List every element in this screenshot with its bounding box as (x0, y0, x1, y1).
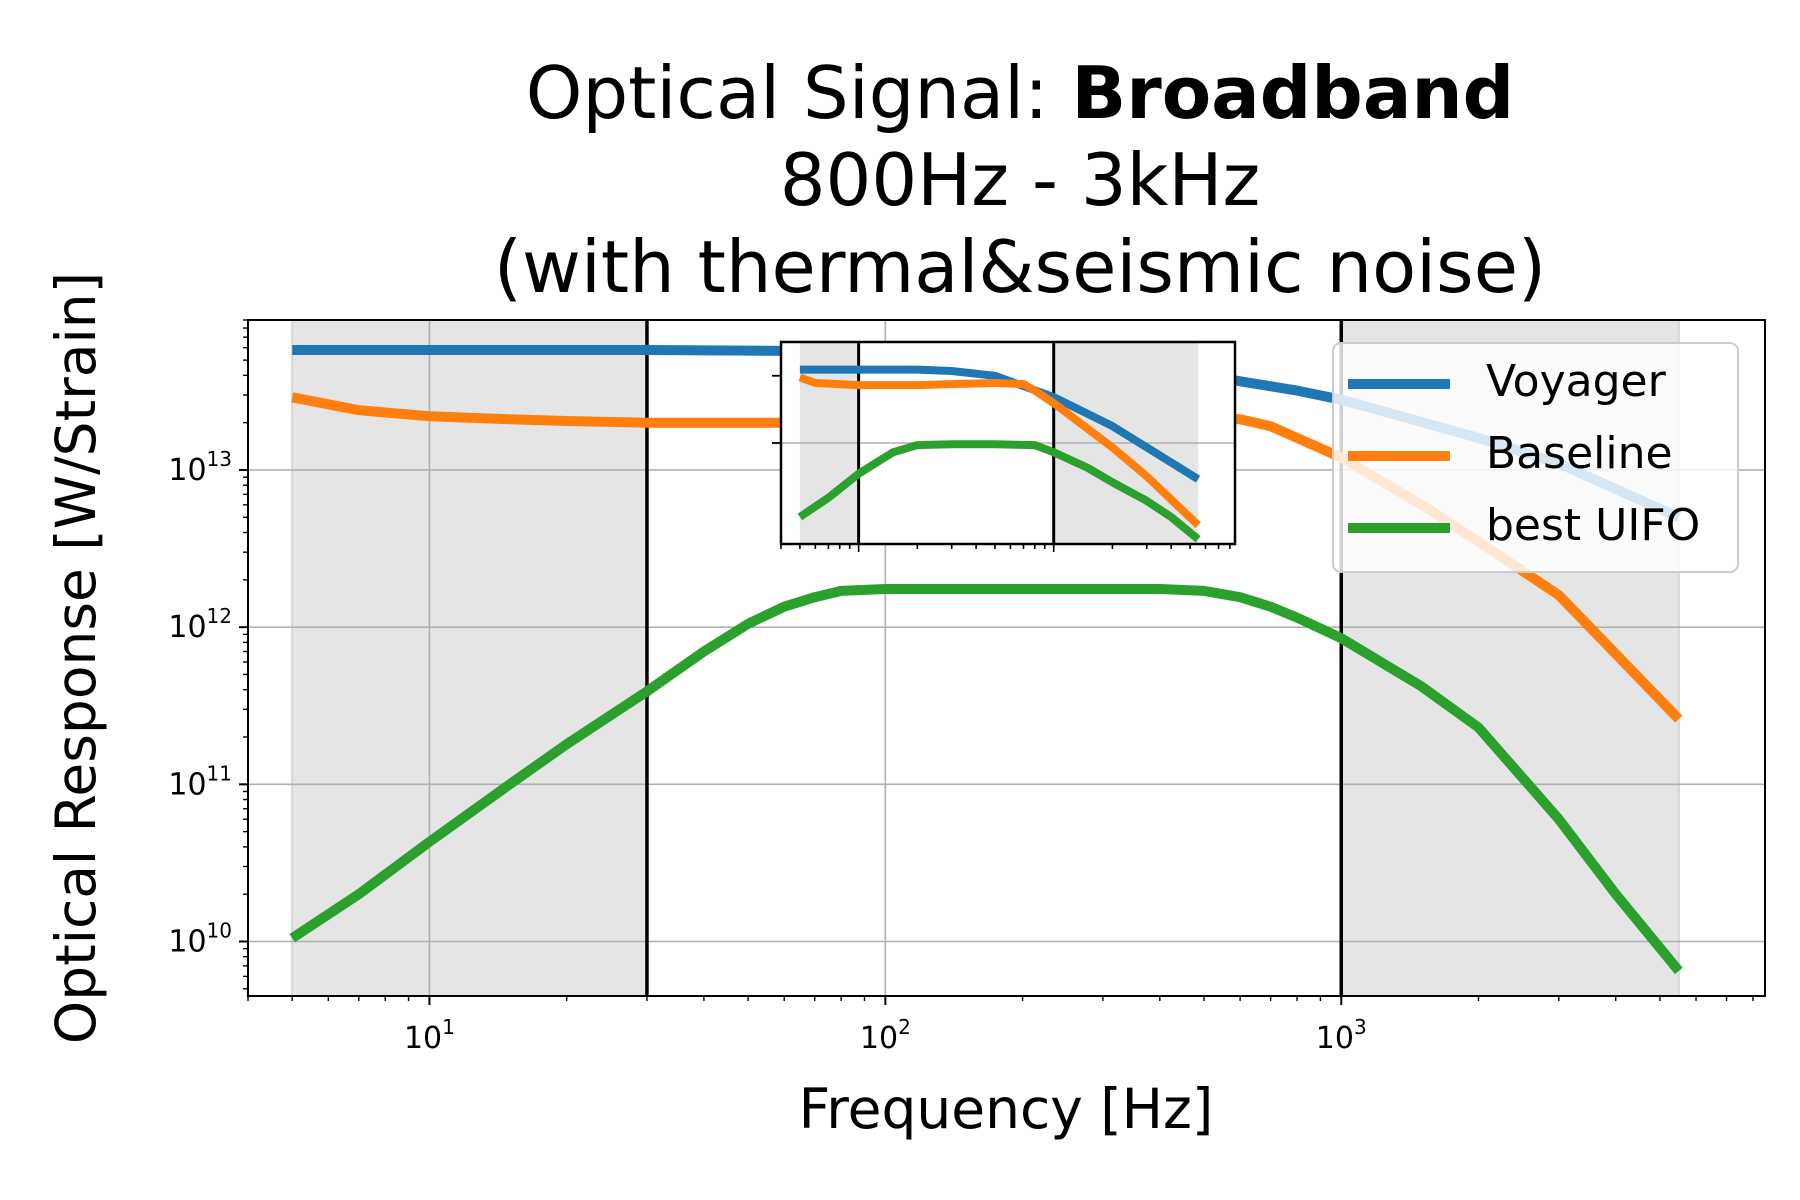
inset-series-line-baseline (798, 373, 1201, 529)
legend-label-voyager: Voyager (1486, 356, 1667, 407)
shaded-region-1 (292, 320, 647, 996)
inset-plot (772, 340, 1237, 552)
x-tick-label: 101 (404, 1015, 455, 1056)
title-line2: 800Hz - 3kHz (780, 138, 1261, 222)
title-line1-prefix: Optical Signal: (526, 51, 1072, 135)
x-axis-label: Frequency [Hz] (799, 1077, 1214, 1141)
legend: Voyager Baseline best UIFO (1332, 342, 1739, 573)
title-line1-bold: Broadband (1071, 51, 1514, 135)
legend-label-baseline: Baseline (1486, 428, 1673, 479)
y-tick-label: 1013 (168, 447, 232, 488)
y-tick-label: 1011 (168, 761, 232, 802)
svg-text:Optical Signal: Broadband: Optical Signal: Broadband (526, 51, 1514, 135)
inset-series-line-best-uifo (797, 440, 1201, 543)
y-tick-label: 1012 (168, 604, 232, 645)
y-axis-label: Optical Response [W/Strain] (44, 272, 108, 1044)
title-line3: (with thermal&seismic noise) (494, 225, 1546, 309)
y-tick-label: 1010 (168, 918, 232, 959)
chart-title: Optical Signal: Broadband 800Hz - 3kHz (… (494, 51, 1546, 309)
x-tick-label: 103 (1316, 1015, 1367, 1056)
inset-series-line-voyager (799, 365, 1201, 483)
x-tick-label: 102 (860, 1015, 911, 1056)
legend-label-best-uifo: best UIFO (1486, 500, 1700, 551)
legend-box (1332, 342, 1739, 573)
plot-frame (247, 319, 1766, 997)
series-line-best-uifo (289, 584, 1683, 975)
